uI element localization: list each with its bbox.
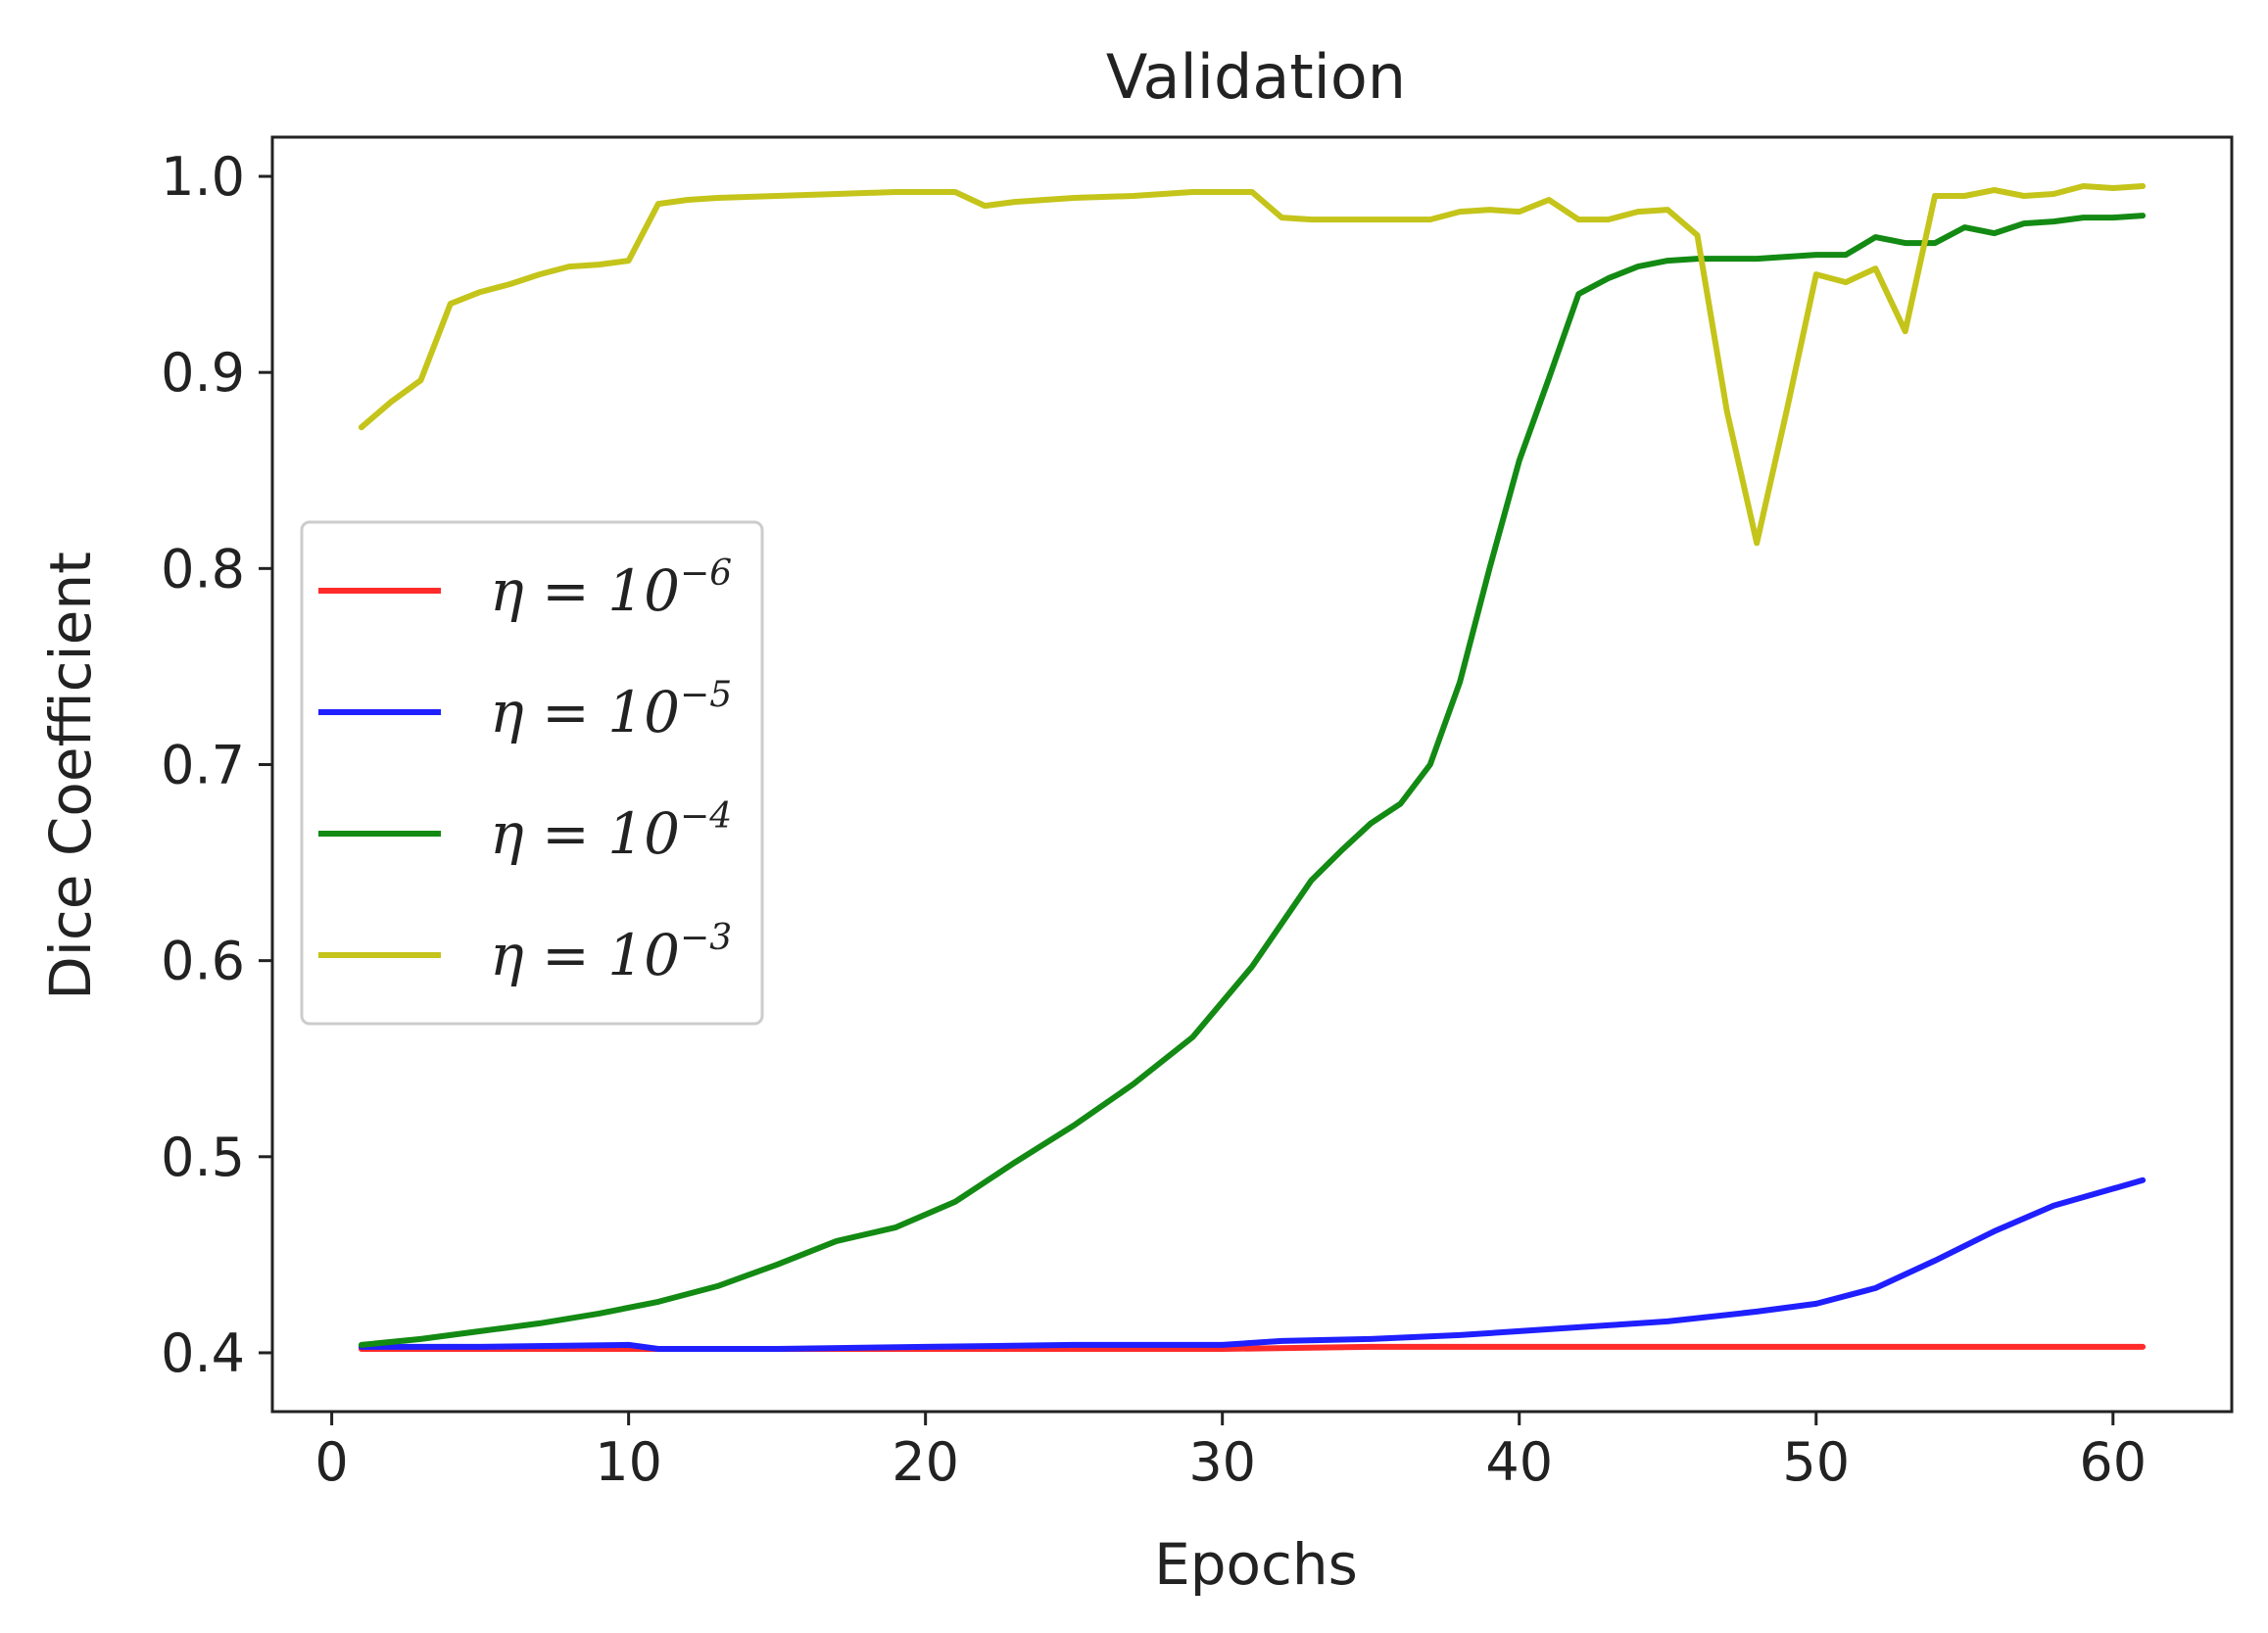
x-tick-label: 20 bbox=[892, 1431, 959, 1493]
series-line-2 bbox=[358, 1177, 2147, 1352]
series-line-3 bbox=[358, 213, 2147, 1348]
legend-label-3: η = 10−4 bbox=[490, 796, 732, 867]
y-tick-label: 0.7 bbox=[161, 734, 245, 795]
x-axis-ticks: 0 10 20 30 40 50 60 bbox=[314, 1412, 2147, 1493]
x-tick-label: 50 bbox=[1782, 1431, 1850, 1493]
y-tick-label: 1.0 bbox=[161, 146, 245, 208]
y-axis-ticks: 0.4 0.5 0.6 0.7 0.8 0.9 1.0 bbox=[161, 146, 272, 1384]
x-tick-label: 40 bbox=[1485, 1431, 1553, 1493]
legend-label-2: η = 10−5 bbox=[490, 675, 732, 745]
x-tick-label: 30 bbox=[1188, 1431, 1256, 1493]
series-layer bbox=[358, 183, 2147, 1352]
y-tick-label: 0.4 bbox=[161, 1322, 245, 1384]
legend-box bbox=[300, 520, 764, 1026]
chart-title: Validation bbox=[1106, 41, 1406, 113]
legend: η = 10−6 η = 10−5 η = 10−4 η = 10−3 bbox=[300, 520, 764, 1026]
y-axis-label: Dice Coefficient bbox=[37, 552, 104, 1000]
y-tick-label: 0.5 bbox=[161, 1127, 245, 1188]
series-line-1 bbox=[358, 1343, 2147, 1352]
x-tick-label: 60 bbox=[2079, 1431, 2147, 1493]
legend-label-4: η = 10−3 bbox=[490, 918, 732, 988]
y-tick-label: 0.8 bbox=[161, 538, 245, 600]
series-line-4 bbox=[358, 183, 2147, 547]
x-tick-label: 10 bbox=[595, 1431, 662, 1493]
y-tick-label: 0.6 bbox=[161, 931, 245, 992]
x-tick-label: 0 bbox=[314, 1431, 348, 1493]
x-axis-label: Epochs bbox=[1154, 1531, 1358, 1598]
y-tick-label: 0.9 bbox=[161, 342, 245, 404]
legend-label-1: η = 10−6 bbox=[490, 553, 732, 624]
plot-area bbox=[270, 135, 2234, 1414]
